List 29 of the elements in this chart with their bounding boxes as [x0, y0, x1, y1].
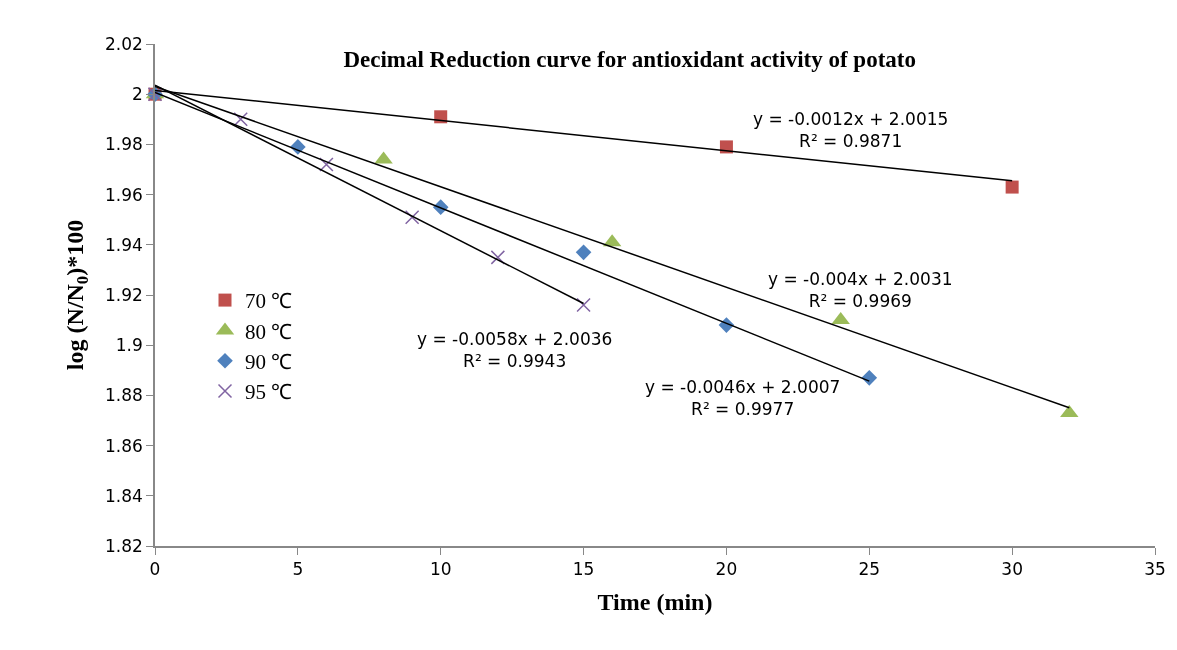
x-tick-label: 25: [858, 559, 881, 580]
legend-label: 90 ℃: [245, 349, 293, 374]
annotation: y = -0.004x + 2.0031 R² = 0.9969: [768, 269, 953, 312]
x-tick-label: 20: [715, 559, 738, 580]
x-tick-label: 35: [1144, 559, 1166, 580]
annotation: y = -0.0012x + 2.0015 R² = 0.9871: [753, 109, 949, 152]
annotation: y = -0.0046x + 2.0007 R² = 0.9977: [645, 377, 841, 420]
y-tick-label: 2.02: [104, 33, 143, 54]
legend-label: 70 ℃: [245, 289, 293, 314]
x-tick-label: 15: [572, 559, 595, 580]
y-tick-label: 1.86: [104, 435, 143, 456]
x-tick-label: 10: [429, 559, 452, 580]
chart-title: Decimal Reduction curve for antioxidant activity of potato: [343, 46, 916, 72]
y-tick-label: 1.92: [104, 284, 143, 305]
x-tick-label: 5: [292, 559, 304, 580]
x-tick-label: 0: [149, 559, 161, 580]
annotation: y = -0.0058x + 2.0036 R² = 0.9943: [417, 329, 613, 372]
y-tick-label: 1.98: [104, 134, 143, 155]
y-tick-label: 1.96: [104, 184, 143, 205]
legend-label: 80 ℃: [245, 319, 293, 344]
legend-label: 95 ℃: [245, 380, 293, 405]
y-tick-label: 2: [132, 84, 143, 105]
x-axis-title: Time (min): [597, 588, 713, 615]
y-tick-label: 1.94: [104, 234, 143, 255]
y-tick-label: 1.84: [104, 485, 143, 506]
y-tick-label: 1.9: [115, 335, 143, 356]
y-tick-label: 1.82: [104, 535, 143, 556]
x-tick-label: 30: [1001, 559, 1023, 580]
y-tick-label: 1.88: [104, 385, 143, 406]
